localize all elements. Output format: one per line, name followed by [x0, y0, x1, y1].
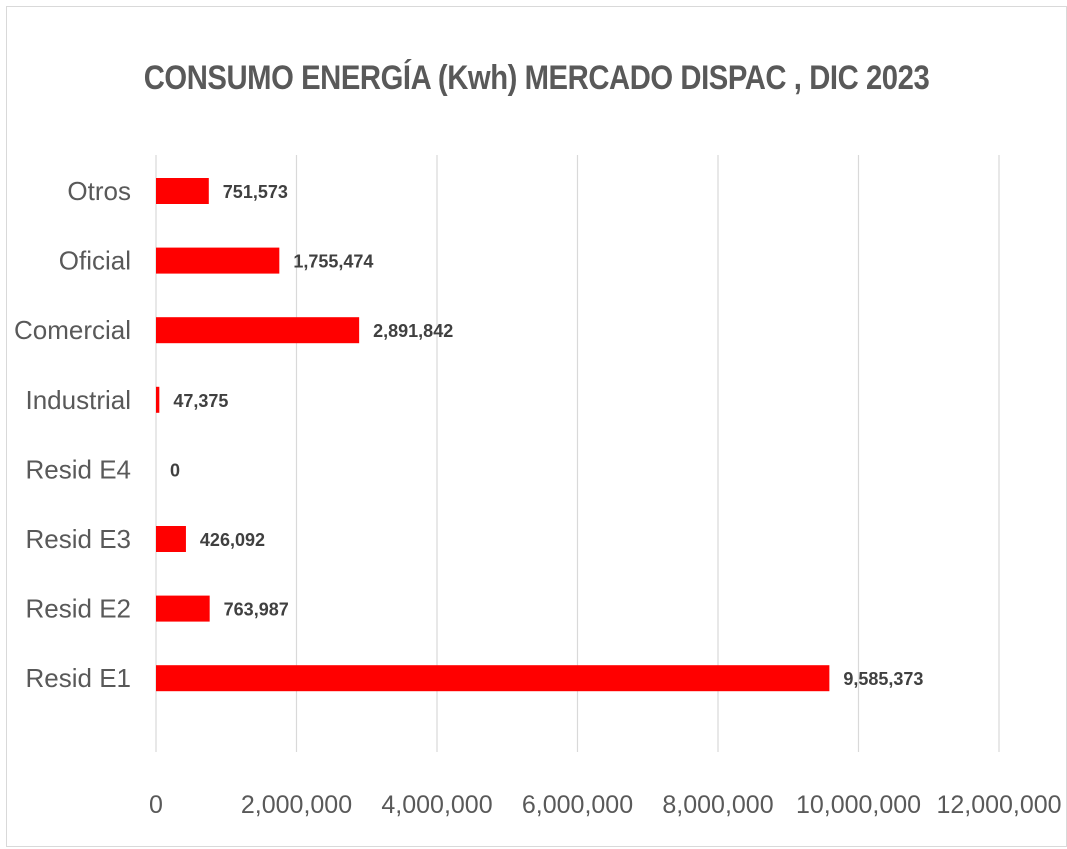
category-label: Industrial: [26, 385, 132, 415]
category-label: Resid E2: [26, 594, 132, 624]
x-tick-label: 12,000,000: [936, 791, 1061, 819]
data-label: 751,573: [223, 182, 288, 202]
category-label: Resid E4: [26, 454, 132, 484]
category-label: Resid E3: [26, 524, 132, 554]
x-tick-label: 0: [149, 791, 163, 819]
bar: [156, 317, 360, 344]
x-tick-label: 8,000,000: [662, 791, 773, 819]
category-label: Oficial: [59, 246, 131, 276]
chart-area: CONSUMO ENERGÍA (Kwh) MERCADO DISPAC , D…: [6, 6, 1067, 847]
bar: [156, 247, 280, 274]
x-tick-label: 6,000,000: [522, 791, 633, 819]
bar: [156, 665, 830, 692]
bar: [156, 595, 210, 622]
x-tick-label: 4,000,000: [381, 791, 492, 819]
x-tick-label: 2,000,000: [241, 791, 352, 819]
data-label: 1,755,474: [293, 252, 373, 272]
category-label: Resid E1: [26, 663, 132, 693]
plot-area: Otros Oficial Comercial Industrial Resid E4 R…: [14, 155, 1062, 819]
data-label: 763,987: [224, 600, 289, 620]
bar: [156, 178, 209, 204]
bar: [156, 526, 186, 552]
chart-title: CONSUMO ENERGÍA (Kwh) MERCADO DISPAC , D…: [143, 59, 930, 97]
data-label: 426,092: [200, 530, 265, 550]
data-label: 2,891,842: [373, 321, 453, 341]
x-tick-label: 10,000,000: [796, 791, 921, 819]
category-label: Comercial: [14, 315, 131, 345]
data-label: 9,585,373: [843, 669, 923, 689]
data-label: 47,375: [173, 391, 228, 411]
data-label: 0: [170, 460, 180, 480]
bar: [156, 386, 160, 413]
category-label: Otros: [67, 176, 131, 206]
